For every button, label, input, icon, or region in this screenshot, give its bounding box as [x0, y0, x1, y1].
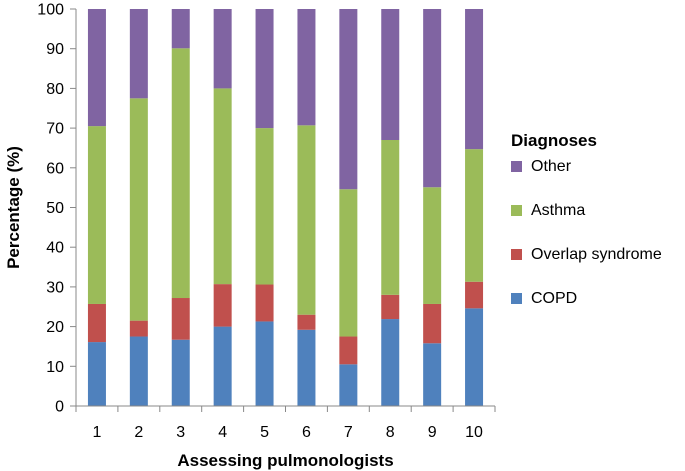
bar-segment-copd: [381, 319, 400, 406]
bar-segment-other: [423, 9, 442, 188]
bar-segment-asthma: [465, 149, 484, 282]
bar-segment-asthma: [129, 98, 148, 321]
legend-swatch: [511, 205, 522, 216]
bar-segment-copd: [213, 326, 232, 406]
x-axis-title: Assessing pulmonologists: [177, 451, 393, 470]
bar-segment-asthma: [255, 128, 274, 285]
legend-label: COPD: [531, 290, 577, 307]
x-tick-label: 8: [386, 424, 395, 441]
bar-segment-other: [129, 9, 148, 99]
bar-segment-asthma: [381, 140, 400, 295]
y-tick-label: 60: [46, 160, 64, 177]
bar-segment-overlap-syndrome: [129, 320, 148, 337]
bar-segment-copd: [423, 343, 442, 406]
bar-segment-other: [297, 9, 316, 126]
bar-segment-copd: [465, 308, 484, 406]
legend-title: Diagnoses: [511, 131, 597, 150]
bar-segment-asthma: [339, 189, 358, 337]
bar-segment-overlap-syndrome: [339, 336, 358, 365]
legend: Diagnoses Other Asthma Overlap syndrome COP…: [511, 131, 662, 307]
bar-segment-overlap-syndrome: [465, 281, 484, 309]
legend-swatch: [511, 161, 522, 172]
bar-segment-overlap-syndrome: [297, 314, 316, 330]
tick-labels: 0 10 20 30 40 50 60 70 80 90 100 1 2 3 4 5 6 7 8 9 10: [37, 2, 483, 442]
y-tick-label: 20: [46, 319, 64, 336]
legend-label: Other: [531, 158, 572, 175]
bar-segment-asthma: [87, 126, 106, 304]
y-tick-label: 0: [55, 399, 64, 416]
bar-segment-overlap-syndrome: [381, 294, 400, 320]
y-tick-label: 10: [46, 359, 64, 376]
y-tick-label: 50: [46, 200, 64, 217]
y-tick-label: 100: [37, 2, 64, 19]
y-tick-label: 70: [46, 121, 64, 138]
bar-segment-overlap-syndrome: [213, 284, 232, 327]
y-tick-label: 30: [46, 279, 64, 296]
bar-segment-other: [255, 9, 274, 129]
legend-label: Asthma: [531, 202, 585, 219]
x-tick-label: 2: [134, 424, 143, 441]
x-tick-label: 4: [218, 424, 227, 441]
x-tick-label: 3: [176, 424, 185, 441]
y-axis-title: Percentage (%): [4, 146, 23, 269]
bar-segment-other: [87, 9, 106, 127]
x-tick-label: 10: [465, 424, 483, 441]
bar-segment-other: [213, 9, 232, 89]
bars: [87, 9, 484, 406]
bar-segment-overlap-syndrome: [255, 284, 274, 322]
bar-segment-asthma: [171, 48, 190, 299]
bar-segment-overlap-syndrome: [87, 303, 106, 343]
bar-segment-copd: [297, 329, 316, 406]
bar-segment-asthma: [423, 187, 442, 304]
axes: [70, 8, 496, 412]
x-tick-label: 7: [344, 424, 353, 441]
bar-segment-copd: [129, 336, 148, 406]
bar-segment-other: [171, 9, 190, 49]
x-tick-label: 1: [92, 424, 101, 441]
bar-segment-asthma: [213, 88, 232, 285]
bar-segment-overlap-syndrome: [171, 298, 190, 340]
bar-segment-asthma: [297, 125, 316, 315]
x-tick-label: 6: [302, 424, 311, 441]
y-tick-label: 40: [46, 240, 64, 257]
bar-segment-copd: [171, 339, 190, 406]
bar-segment-other: [381, 9, 400, 141]
bar-segment-copd: [87, 342, 106, 406]
x-tick-label: 9: [428, 424, 437, 441]
bar-segment-other: [465, 9, 484, 150]
y-tick-label: 80: [46, 81, 64, 98]
bar-segment-other: [339, 9, 358, 190]
y-tick-label: 90: [46, 41, 64, 58]
legend-swatch: [511, 293, 522, 304]
bar-segment-overlap-syndrome: [423, 303, 442, 344]
x-tick-label: 5: [260, 424, 269, 441]
bar-segment-copd: [255, 321, 274, 406]
bar-segment-copd: [339, 364, 358, 406]
legend-label: Overlap syndrome: [531, 246, 662, 263]
legend-swatch: [511, 249, 522, 260]
